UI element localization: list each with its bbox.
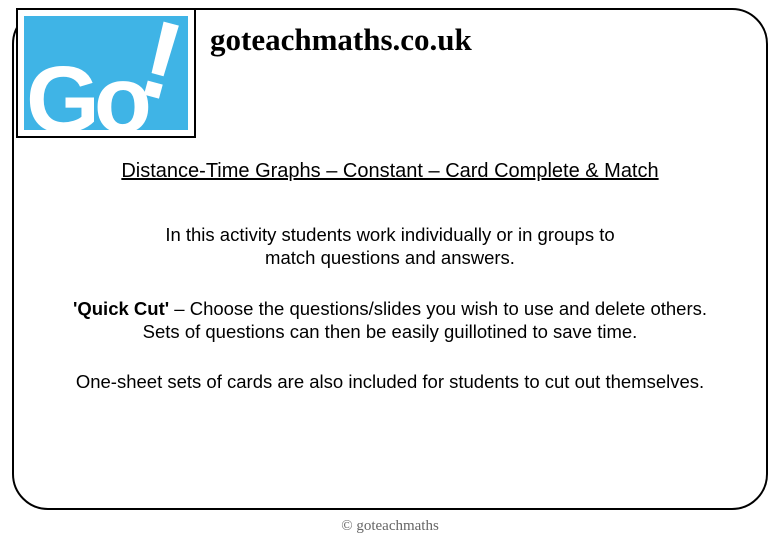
slide-content: Distance-Time Graphs – Constant – Card C… xyxy=(42,160,738,393)
footer-copyright: © goteachmaths xyxy=(0,518,780,535)
intro-paragraph: In this activity students work individua… xyxy=(42,223,738,269)
intro-line-1: In this activity students work individua… xyxy=(165,224,614,245)
logo-text: Go xyxy=(26,53,146,130)
quickcut-paragraph: 'Quick Cut' – Choose the questions/slide… xyxy=(42,297,738,343)
quickcut-label: 'Quick Cut' xyxy=(73,298,169,319)
quickcut-line-2: Sets of questions can then be easily gui… xyxy=(143,321,638,342)
logo-background: Go ! xyxy=(24,16,188,130)
quickcut-rest-1: – Choose the questions/slides you wish t… xyxy=(169,298,707,319)
site-title: goteachmaths.co.uk xyxy=(210,22,472,58)
intro-line-2: match questions and answers. xyxy=(265,247,515,268)
onesheet-paragraph: One-sheet sets of cards are also include… xyxy=(42,370,738,393)
logo-container: Go ! xyxy=(16,8,196,138)
lesson-title: Distance-Time Graphs – Constant – Card C… xyxy=(42,160,738,183)
